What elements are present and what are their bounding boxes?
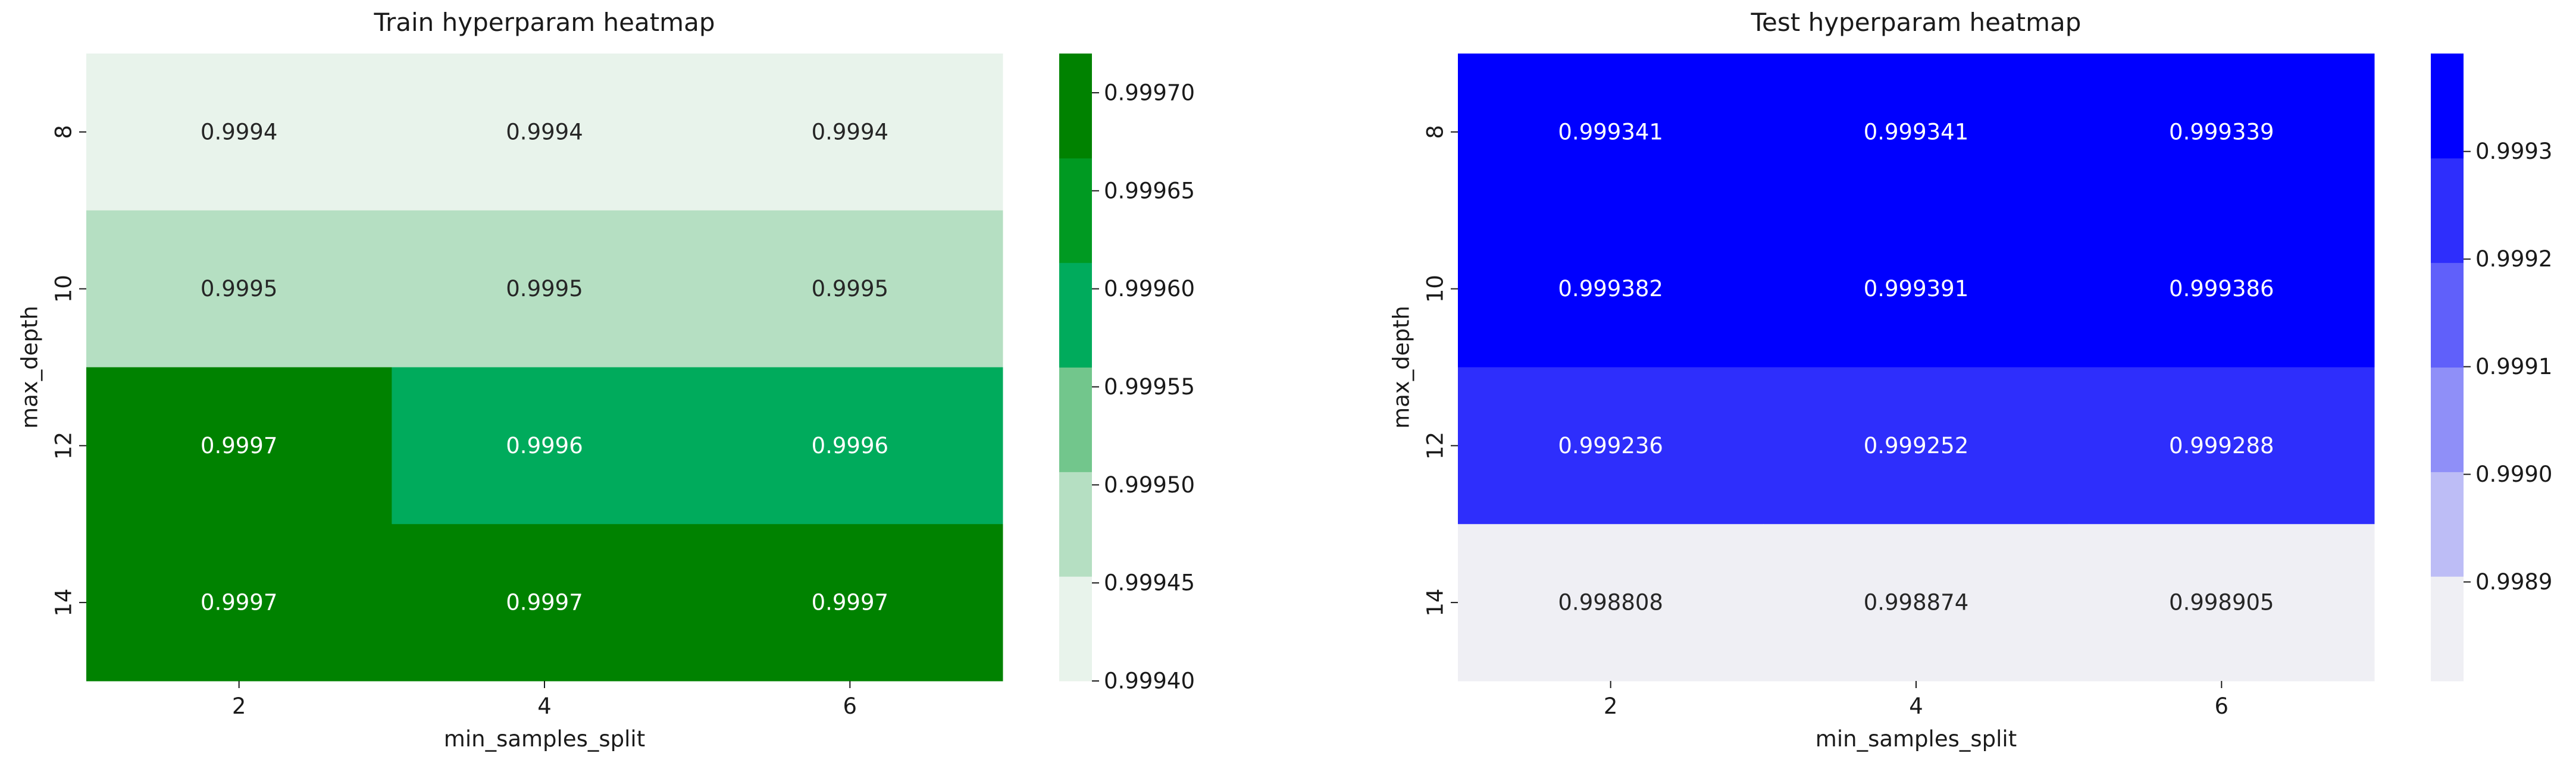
heatmap-cell	[1458, 210, 1764, 368]
colorbar-tick-label: 0.99950	[1104, 472, 1195, 498]
y-tick-label: 14	[1423, 589, 1448, 617]
cell-annotation: 0.9995	[201, 276, 277, 302]
heatmap-cell	[697, 367, 1003, 525]
cell-annotation: 0.999252	[1864, 433, 1969, 459]
cell-annotation: 0.9995	[506, 276, 583, 302]
heatmap-cell	[392, 367, 698, 525]
heatmap-cell	[392, 54, 698, 211]
heatmap-cell	[2068, 210, 2375, 368]
y-tick-label: 10	[51, 275, 77, 303]
heatmap-cell	[392, 210, 698, 368]
heatmap-cell	[86, 54, 392, 211]
train-heatmap-panel: 0.9994 0.9994 0.9994 0.9995 0.9995 0.9995 0.99…	[17, 8, 1195, 752]
colorbar-band	[1059, 262, 1092, 368]
y-tick-label: 14	[51, 589, 77, 617]
cell-annotation: 0.999341	[1864, 119, 1969, 145]
y-tick-label: 12	[51, 432, 77, 460]
colorbar-tick-label: 0.9990	[2475, 462, 2552, 487]
cell-annotation: 0.9997	[201, 433, 277, 459]
colorbar-band	[1059, 367, 1092, 472]
cell-annotation: 0.999391	[1864, 276, 1969, 302]
x-tick-label: 4	[537, 693, 552, 719]
y-tick-label: 10	[1423, 275, 1448, 303]
colorbar-tick-label: 0.99970	[1104, 80, 1195, 105]
cell-annotation: 0.9997	[812, 590, 888, 616]
cell-annotation: 0.9997	[201, 590, 277, 616]
y-tick-label: 8	[1423, 125, 1448, 139]
cell-annotation: 0.999382	[1558, 276, 1663, 302]
heatmap-cell	[697, 524, 1003, 682]
colorbar-band	[2431, 576, 2464, 682]
colorbar-tick-label: 0.9992	[2475, 246, 2552, 272]
y-tick-label: 8	[51, 125, 77, 139]
cell-annotation: 0.998905	[2169, 590, 2274, 616]
colorbar-band	[2431, 367, 2464, 472]
colorbar-band	[2431, 158, 2464, 263]
y-axis-label: max_depth	[17, 306, 43, 429]
heatmap-cell	[1763, 524, 2070, 682]
cell-annotation: 0.999236	[1558, 433, 1663, 459]
cell-annotation: 0.9995	[812, 276, 888, 302]
colorbar-band	[1059, 576, 1092, 682]
chart-title: Test hyperparam heatmap	[1751, 8, 2082, 37]
heatmap-cell	[2068, 54, 2375, 211]
heatmap-cell	[86, 367, 392, 525]
colorbar-tick-label: 0.9993	[2475, 139, 2552, 164]
heatmap-cell	[392, 524, 698, 682]
x-tick-label: 6	[843, 693, 857, 719]
colorbar-tick-label: 0.99965	[1104, 178, 1195, 203]
cell-annotation: 0.999341	[1558, 119, 1663, 145]
colorbar-tick-label: 0.9991	[2475, 354, 2552, 379]
heatmap-cell	[697, 54, 1003, 211]
colorbar-tick-label: 0.99960	[1104, 276, 1195, 302]
cell-annotation: 0.9994	[812, 119, 888, 145]
cell-annotation: 0.9994	[506, 119, 583, 145]
cell-annotation: 0.9996	[506, 433, 583, 459]
cell-annotation: 0.998808	[1558, 590, 1663, 616]
colorbar-tick-label: 0.99940	[1104, 668, 1195, 694]
x-tick-label: 4	[1909, 693, 1923, 719]
heatmap-cell	[697, 210, 1003, 368]
x-tick-label: 6	[2215, 693, 2229, 719]
colorbar-band	[2431, 262, 2464, 368]
colorbar-band	[2431, 54, 2464, 159]
chart-title: Train hyperparam heatmap	[373, 8, 715, 37]
cell-annotation: 0.999339	[2169, 119, 2274, 145]
heatmap-cell	[86, 210, 392, 368]
cell-annotation: 0.999288	[2169, 433, 2274, 459]
y-tick-label: 12	[1423, 432, 1448, 460]
cell-annotation: 0.999386	[2169, 276, 2274, 302]
heatmap-cell	[1763, 367, 2070, 525]
x-tick-label: 2	[1604, 693, 1618, 719]
x-axis-label: min_samples_split	[444, 726, 645, 752]
heatmap-cell	[86, 524, 392, 682]
heatmap-cell	[2068, 367, 2375, 525]
heatmap-cell	[1458, 54, 1764, 211]
colorbar-tick-label: 0.99945	[1104, 570, 1195, 596]
heatmap-cell	[1763, 54, 2070, 211]
y-axis-label: max_depth	[1389, 306, 1414, 429]
cell-annotation: 0.998874	[1864, 590, 1969, 616]
colorbar-band	[2431, 472, 2464, 577]
colorbar-tick-label: 0.99955	[1104, 374, 1195, 400]
colorbar-band	[1059, 158, 1092, 263]
x-tick-label: 2	[232, 693, 246, 719]
heatmap-cell	[1763, 210, 2070, 368]
cell-annotation: 0.9997	[506, 590, 583, 616]
colorbar-band	[1059, 54, 1092, 159]
x-axis-label: min_samples_split	[1816, 726, 2017, 752]
heatmap-cell	[1458, 367, 1764, 525]
colorbar-band	[1059, 472, 1092, 577]
heatmap-cell	[2068, 524, 2375, 682]
heatmap-cell	[1458, 524, 1764, 682]
colorbar-tick-label: 0.9989	[2475, 569, 2552, 595]
cell-annotation: 0.9994	[201, 119, 277, 145]
cell-annotation: 0.9996	[812, 433, 888, 459]
